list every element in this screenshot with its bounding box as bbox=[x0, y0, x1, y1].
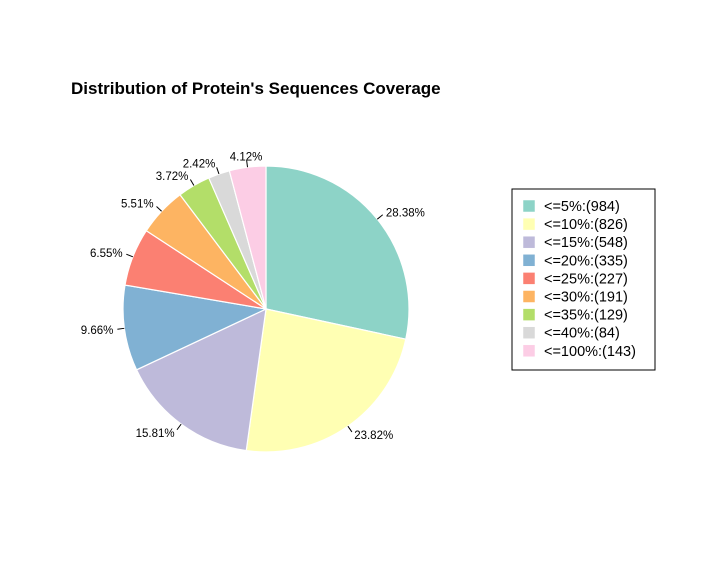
pie-slices bbox=[122, 165, 410, 453]
legend-swatch bbox=[522, 235, 536, 249]
pie-percent-label: 2.42% bbox=[183, 159, 216, 171]
pie-slice bbox=[135, 307, 267, 452]
legend-swatch bbox=[522, 254, 536, 267]
legend-label: <=15%:(548) bbox=[544, 235, 628, 251]
legend-swatch bbox=[522, 326, 536, 339]
pie-label-tick bbox=[117, 327, 125, 330]
legend-swatch bbox=[522, 290, 536, 303]
legend-box bbox=[511, 188, 656, 371]
pie-slice bbox=[265, 165, 410, 340]
pie-slice bbox=[122, 284, 268, 371]
legend-label: <=5%:(984) bbox=[544, 199, 620, 215]
legend: <=5%:(984) <=10%:(826) <=15%:(548) <=20%:(3… bbox=[511, 188, 656, 371]
legend-label: <=20%:(335) bbox=[544, 253, 628, 269]
pie-percent-labels: 28.38% 23.82% 15.81% 9.66% 6.55% 5.51% 3.72%2.… bbox=[81, 151, 425, 442]
pie-slice bbox=[228, 165, 267, 310]
legend-label: <=30%:(191) bbox=[544, 290, 628, 306]
pie-percent-label: 15.81% bbox=[136, 428, 175, 440]
pie-percent-label: 3.72% bbox=[156, 171, 189, 183]
legend-label: <=100%:(143) bbox=[544, 344, 636, 360]
pie-label-tick bbox=[376, 214, 384, 220]
pie-percent-label: 23.82% bbox=[354, 430, 393, 442]
legend-swatch bbox=[522, 217, 536, 231]
pie-percent-label: 6.55% bbox=[90, 248, 123, 260]
legend-swatch bbox=[522, 199, 536, 213]
legend-swatch bbox=[522, 344, 536, 358]
pie-label-tick bbox=[216, 167, 220, 175]
pie-label-tick bbox=[126, 253, 134, 258]
legend-label: <=40%:(84) bbox=[544, 326, 620, 342]
legend-label: <=35%:(129) bbox=[544, 308, 628, 324]
pie-percent-label: 28.38% bbox=[386, 207, 425, 219]
legend-label: <=25%:(227) bbox=[544, 271, 628, 287]
legend-swatch bbox=[522, 272, 536, 285]
pie-label-tick bbox=[189, 179, 195, 186]
pie-percent-label: 9.66% bbox=[81, 325, 114, 337]
pie-label-tick bbox=[246, 160, 249, 168]
pie-label-tick bbox=[156, 206, 162, 212]
pie-percent-label: 4.12% bbox=[230, 151, 263, 163]
chart-title: Distribution of Protein's Sequences Cove… bbox=[71, 79, 441, 98]
pie-label-tick bbox=[176, 423, 182, 431]
pie-label-tick bbox=[347, 425, 353, 433]
pie-percent-label: 5.51% bbox=[121, 199, 154, 211]
legend-swatch bbox=[522, 308, 536, 321]
legend-label: <=10%:(826) bbox=[544, 217, 628, 233]
